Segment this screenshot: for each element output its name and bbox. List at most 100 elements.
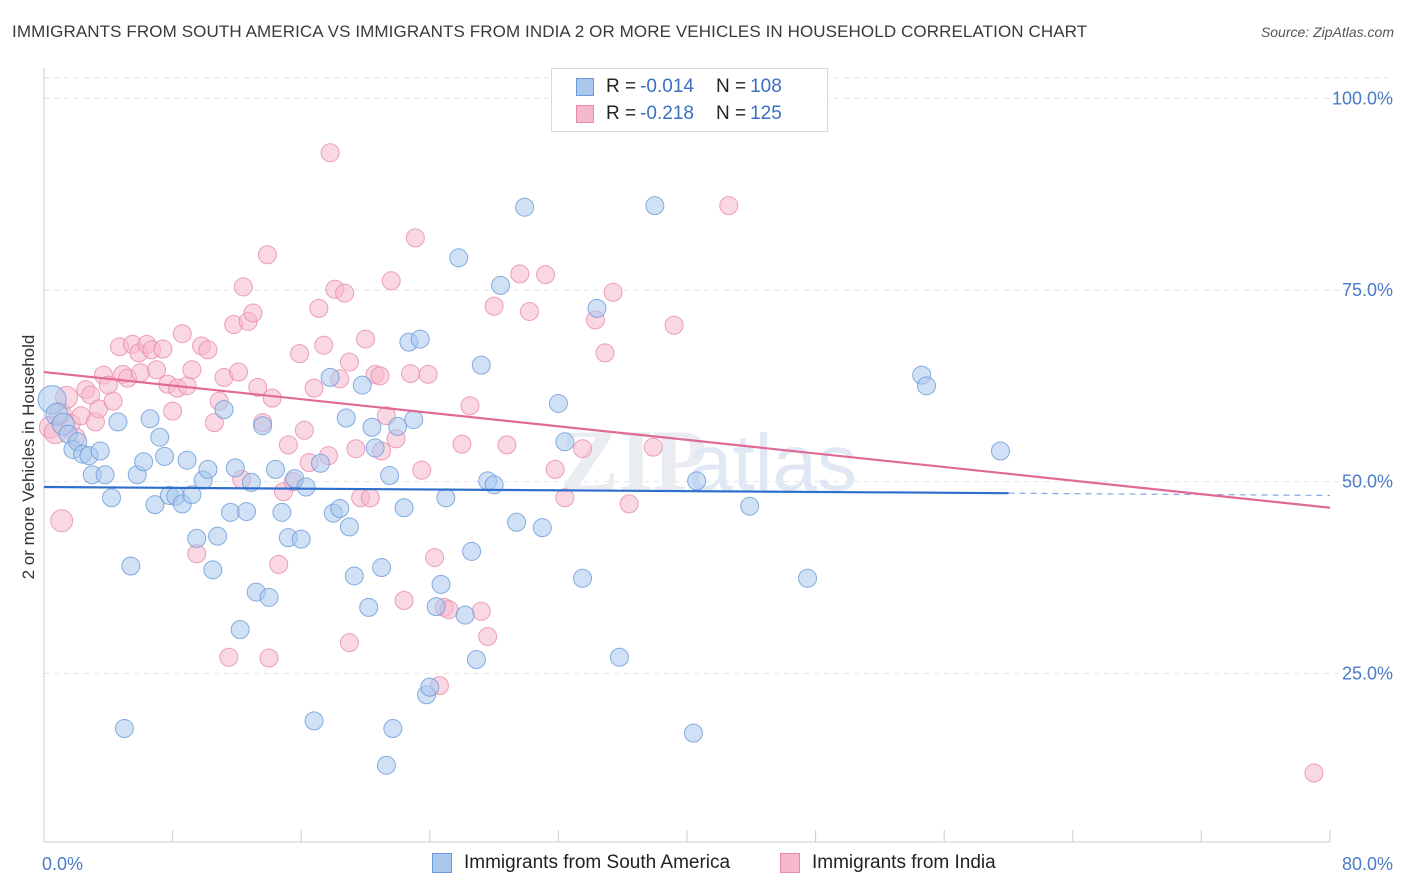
data-point [381, 271, 401, 291]
data-point [163, 401, 183, 421]
legend-r-value: -0.218 [640, 103, 694, 124]
data-point [90, 441, 110, 461]
data-point [339, 352, 359, 372]
data-point [645, 196, 665, 216]
data-point [187, 528, 207, 548]
trend-lines [43, 370, 1331, 509]
data-point [360, 488, 380, 508]
data-point [449, 248, 469, 268]
data-point [140, 409, 160, 429]
data-point [339, 633, 359, 653]
data-point [102, 488, 122, 508]
legend-item-india: Immigrants from India [780, 852, 996, 874]
legend-r-value: -0.014 [640, 76, 694, 97]
y-tick-label: 25.0% [1342, 663, 1393, 683]
data-point [452, 434, 472, 454]
data-point [462, 541, 482, 561]
data-point [740, 496, 760, 516]
data-point [376, 755, 396, 775]
data-point [587, 298, 607, 318]
data-point [418, 364, 438, 384]
data-point [182, 485, 202, 505]
data-point [383, 719, 403, 739]
data-point [121, 556, 141, 576]
data-point [471, 601, 491, 621]
data-point [103, 391, 123, 411]
data-point [233, 277, 253, 297]
y-tick-label: 100.0% [1332, 88, 1393, 108]
data-point [990, 441, 1010, 461]
data-point [431, 574, 451, 594]
data-point [555, 432, 575, 452]
data-point [532, 518, 552, 538]
data-point [257, 245, 277, 265]
data-point [1304, 763, 1324, 783]
data-point [555, 488, 575, 508]
x-tick-label-min: 0.0% [42, 854, 83, 874]
data-point [145, 495, 165, 515]
legend-swatch-pink [780, 853, 800, 873]
series-legend: Immigrants from South America Immigrants… [0, 852, 1406, 878]
data-point [237, 502, 257, 522]
data-point [147, 360, 167, 380]
watermark: ZIP atlas [560, 413, 857, 510]
data-point [426, 597, 446, 617]
data-point [425, 548, 445, 568]
data-point [241, 472, 261, 492]
legend-swatch-blue [576, 78, 594, 96]
data-point [370, 366, 390, 386]
data-point [478, 627, 498, 647]
x-tick-label-max: 80.0% [1342, 854, 1393, 874]
axes [43, 68, 1331, 843]
data-point [259, 648, 279, 668]
legend-n-value: 108 [750, 76, 782, 97]
data-point [253, 416, 273, 436]
data-point [798, 568, 818, 588]
data-point [114, 719, 134, 739]
legend-r-label: R = [606, 103, 637, 124]
legend-swatch-pink [576, 105, 594, 123]
data-point [491, 275, 511, 295]
data-point [134, 452, 154, 472]
data-point [95, 465, 115, 485]
data-point [394, 498, 414, 518]
data-point [497, 435, 517, 455]
data-point [405, 228, 425, 248]
data-point [214, 400, 234, 420]
data-point [515, 197, 535, 217]
data-point [269, 554, 289, 574]
data-point [108, 412, 128, 432]
data-point [336, 408, 356, 428]
data-point [687, 471, 707, 491]
data-point [294, 420, 314, 440]
data-point [356, 329, 375, 349]
legend-r-label: R = [606, 76, 637, 97]
data-point [304, 711, 324, 731]
data-point [412, 460, 432, 480]
legend-n-label: N = [715, 76, 747, 97]
data-point [719, 196, 739, 216]
data-point [155, 446, 175, 466]
legend-row-south-america: R = -0.014 N = 108 [576, 75, 782, 99]
legend-item-south-america: Immigrants from South America [432, 852, 730, 874]
data-point [203, 560, 223, 580]
data-point [320, 143, 340, 163]
y-axis-title: 2 or more Vehicles in Household [19, 335, 38, 580]
data-point [404, 410, 424, 430]
data-point [230, 620, 250, 640]
data-point [510, 264, 530, 284]
trend-line-india [43, 370, 1331, 509]
source-credit: Source: ZipAtlas.com [1260, 24, 1394, 40]
data-point [153, 339, 173, 359]
data-point [372, 558, 392, 578]
data-point [304, 378, 324, 398]
correlation-legend: R = -0.014 N = 108 R = -0.218 N = 125 [551, 68, 828, 132]
legend-n-label: N = [715, 103, 747, 124]
trend-line-south-america [43, 485, 1009, 495]
data-point [229, 362, 249, 382]
data-point [359, 597, 379, 617]
data-point [352, 375, 372, 395]
data-point [262, 388, 282, 408]
data-point [460, 396, 480, 416]
data-point [545, 459, 565, 479]
